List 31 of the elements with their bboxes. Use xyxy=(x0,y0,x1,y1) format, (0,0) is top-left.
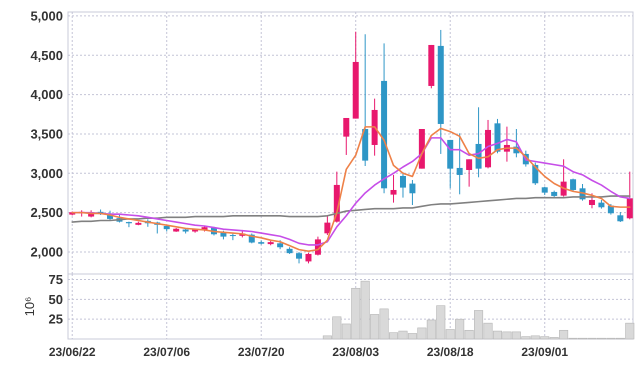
x-tick-label: 23/07/06 xyxy=(143,345,190,359)
y-tick-label: 2,000 xyxy=(30,244,63,260)
candlestick xyxy=(617,212,624,222)
x-tick-label: 23/09/01 xyxy=(521,345,568,359)
y-tick-label: 75 xyxy=(48,272,63,288)
y-tick-label: 2,500 xyxy=(30,205,63,220)
candlestick xyxy=(626,171,633,220)
candlestick xyxy=(296,251,302,264)
candlestick xyxy=(305,252,312,264)
x-tick-label: 23/08/03 xyxy=(332,345,380,359)
y-tick-label: 50 xyxy=(48,292,63,307)
candlestick xyxy=(466,158,472,188)
y-tick-label: 3,000 xyxy=(30,166,63,181)
candlestick xyxy=(324,214,330,236)
y-tick-label: 4,500 xyxy=(30,48,63,63)
y-tick-label: 25 xyxy=(48,312,63,327)
x-tick-label: 23/06/22 xyxy=(48,345,96,359)
candlestick xyxy=(456,132,463,195)
candlestick xyxy=(400,172,406,198)
x-tick-label: 23/08/18 xyxy=(426,345,474,359)
y-tick-label: 3,500 xyxy=(30,126,63,142)
candlestick xyxy=(532,162,538,186)
candlestick xyxy=(588,192,595,209)
candlestick xyxy=(409,179,416,206)
x-tick-label: 23/07/20 xyxy=(238,345,285,359)
y-axis-title: 10⁶ xyxy=(22,296,37,316)
candlestick xyxy=(390,174,397,204)
y-tick-label: 4,000 xyxy=(30,87,63,102)
candlestick xyxy=(570,178,576,192)
candlestick xyxy=(343,117,350,156)
y-tick-label: 5,000 xyxy=(30,8,63,24)
